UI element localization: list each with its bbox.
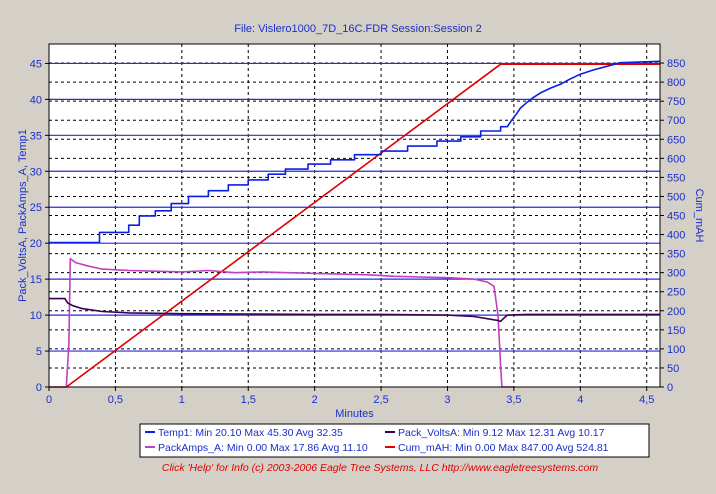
x-tick-label: 3 bbox=[444, 394, 450, 406]
x-tick-label: 2 bbox=[312, 394, 318, 406]
legend-label-cum-mah: Cum_mAH: Min 0.00 Max 847.00 Avg 524.81 bbox=[398, 442, 609, 454]
y-left-tick-label: 10 bbox=[30, 310, 42, 322]
y-left-tick-label: 5 bbox=[36, 346, 42, 358]
y-left-tick-label: 0 bbox=[36, 382, 42, 394]
y-right-tick-label: 800 bbox=[667, 77, 685, 89]
y-right-tick-label: 450 bbox=[667, 211, 685, 223]
series-line-packamps-a bbox=[65, 257, 514, 388]
y-right-tick-label: 650 bbox=[667, 134, 685, 146]
legend-entry-temp1: Temp1: Min 20.10 Max 45.30 Avg 32.35 bbox=[145, 427, 343, 439]
y-right-tick-label: 50 bbox=[667, 363, 679, 375]
x-tick-label: 3,5 bbox=[506, 394, 521, 406]
y-right-tick-label: 700 bbox=[667, 115, 685, 127]
series-line-pack-voltsa bbox=[49, 297, 660, 323]
y-axis-left: 0 5 10 15 20 25 30 35 40 45 bbox=[30, 58, 49, 394]
y-left-tick-label: 25 bbox=[30, 202, 42, 214]
y-left-tick-label: 40 bbox=[30, 94, 42, 106]
y-right-tick-label: 550 bbox=[667, 172, 685, 184]
y-right-tick-label: 600 bbox=[667, 153, 685, 165]
footer-info: Click 'Help' for Info (c) 2003-2006 Eagl… bbox=[162, 462, 598, 474]
series-line-temp1 bbox=[49, 60, 661, 244]
x-tick-label: 1 bbox=[179, 394, 185, 406]
x-tick-label: 4 bbox=[577, 394, 583, 406]
y-right-tick-label: 0 bbox=[667, 382, 673, 394]
y-left-tick-label: 20 bbox=[30, 238, 42, 250]
legend-label-pack-amps: PackAmps_A: Min 0.00 Max 17.86 Avg 11.10 bbox=[158, 442, 368, 454]
x-tick-label: 0 bbox=[46, 394, 52, 406]
y-right-tick-label: 200 bbox=[667, 306, 685, 318]
legend-entry-pack-amps: PackAmps_A: Min 0.00 Max 17.86 Avg 11.10 bbox=[145, 442, 368, 454]
y-axis-right-label: Cum_mAH bbox=[693, 189, 705, 243]
y-axis-right: 0 50 100 150 200 250 300 350 400 450 500 550 600 650 7… bbox=[660, 58, 685, 394]
x-tick-label: 0,5 bbox=[108, 394, 123, 406]
y-right-tick-label: 250 bbox=[667, 287, 685, 299]
y-left-tick-label: 15 bbox=[30, 274, 42, 286]
x-axis: 0 0,5 1 1,5 2 2,5 3 3,5 4 4,5 bbox=[46, 387, 654, 406]
y-left-tick-label: 30 bbox=[30, 166, 42, 178]
x-axis-label: Minutes bbox=[335, 408, 374, 420]
y-right-tick-label: 400 bbox=[667, 230, 685, 242]
y-right-tick-label: 300 bbox=[667, 268, 685, 280]
y-right-tick-label: 100 bbox=[667, 344, 685, 356]
legend-box bbox=[139, 423, 650, 458]
y-left-tick-label: 35 bbox=[30, 130, 42, 142]
gridlines bbox=[49, 44, 660, 387]
y-right-tick-label: 750 bbox=[667, 96, 685, 108]
chart-title: File: Vislero1000_7D_16C.FDR Session:Ses… bbox=[234, 23, 481, 35]
legend-label-temp1: Temp1: Min 20.10 Max 45.30 Avg 32.35 bbox=[158, 427, 343, 439]
y-left-tick-label: 45 bbox=[30, 58, 42, 70]
y-right-tick-label: 500 bbox=[667, 191, 685, 203]
legend-label-pack-volts: Pack_VoltsA: Min 9.12 Max 12.31 Avg 10.1… bbox=[398, 427, 605, 439]
legend: Temp1: Min 20.10 Max 45.30 Avg 32.35 Pac… bbox=[139, 423, 650, 458]
legend-entry-pack-volts: Pack_VoltsA: Min 9.12 Max 12.31 Avg 10.1… bbox=[385, 427, 605, 439]
x-tick-label: 4,5 bbox=[639, 394, 654, 406]
legend-entry-cum-mah: Cum_mAH: Min 0.00 Max 847.00 Avg 524.81 bbox=[385, 442, 609, 454]
y-axis-left-label: Pack_VoltsA, PackAmps_A, Temp1 bbox=[17, 129, 29, 302]
y-right-tick-label: 150 bbox=[667, 325, 685, 337]
x-tick-label: 1,5 bbox=[241, 394, 256, 406]
y-right-tick-label: 850 bbox=[667, 58, 685, 70]
y-right-tick-label: 350 bbox=[667, 249, 685, 261]
x-tick-label: 2,5 bbox=[373, 394, 388, 406]
